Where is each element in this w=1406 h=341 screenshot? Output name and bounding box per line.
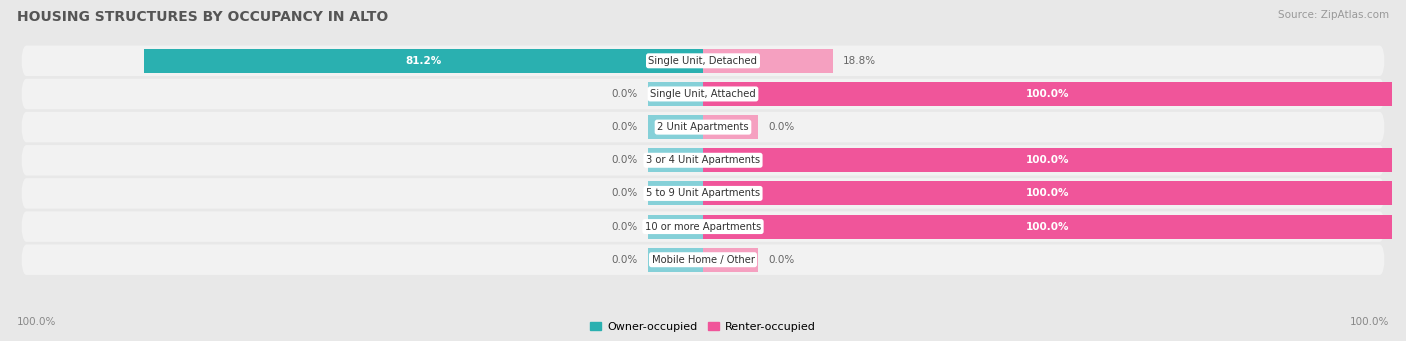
Text: Single Unit, Attached: Single Unit, Attached [650, 89, 756, 99]
Bar [703, 82, 1392, 106]
Text: 100.0%: 100.0% [17, 317, 56, 327]
Text: 10 or more Apartments: 10 or more Apartments [645, 222, 761, 232]
Text: 0.0%: 0.0% [612, 89, 637, 99]
Bar [648, 148, 703, 172]
Text: 0.0%: 0.0% [769, 255, 794, 265]
Text: 100.0%: 100.0% [1026, 155, 1069, 165]
Text: Mobile Home / Other: Mobile Home / Other [651, 255, 755, 265]
FancyBboxPatch shape [21, 79, 1385, 109]
FancyBboxPatch shape [21, 178, 1385, 209]
FancyBboxPatch shape [21, 145, 1385, 176]
FancyBboxPatch shape [21, 244, 1385, 275]
Text: 0.0%: 0.0% [612, 122, 637, 132]
Text: 100.0%: 100.0% [1026, 222, 1069, 232]
Bar [703, 115, 758, 139]
Text: 0.0%: 0.0% [612, 189, 637, 198]
Bar [648, 181, 703, 205]
FancyBboxPatch shape [21, 46, 1385, 76]
Bar [703, 214, 1392, 238]
FancyBboxPatch shape [21, 211, 1385, 242]
Bar [648, 115, 703, 139]
Text: 100.0%: 100.0% [1026, 189, 1069, 198]
FancyBboxPatch shape [21, 112, 1385, 143]
Bar [703, 49, 832, 73]
Text: 3 or 4 Unit Apartments: 3 or 4 Unit Apartments [645, 155, 761, 165]
Text: HOUSING STRUCTURES BY OCCUPANCY IN ALTO: HOUSING STRUCTURES BY OCCUPANCY IN ALTO [17, 10, 388, 24]
Text: 0.0%: 0.0% [612, 222, 637, 232]
Text: 81.2%: 81.2% [405, 56, 441, 66]
Text: 5 to 9 Unit Apartments: 5 to 9 Unit Apartments [645, 189, 761, 198]
Text: 0.0%: 0.0% [612, 255, 637, 265]
Bar [143, 49, 703, 73]
Text: Source: ZipAtlas.com: Source: ZipAtlas.com [1278, 10, 1389, 20]
Text: 0.0%: 0.0% [769, 122, 794, 132]
Bar [703, 148, 1392, 172]
Bar [703, 181, 1392, 205]
Text: 100.0%: 100.0% [1026, 89, 1069, 99]
Text: 18.8%: 18.8% [842, 56, 876, 66]
Legend: Owner-occupied, Renter-occupied: Owner-occupied, Renter-occupied [591, 322, 815, 332]
Text: 0.0%: 0.0% [612, 155, 637, 165]
Bar [648, 82, 703, 106]
Bar [648, 214, 703, 238]
Text: 100.0%: 100.0% [1350, 317, 1389, 327]
Bar [648, 248, 703, 272]
Bar [703, 248, 758, 272]
Text: Single Unit, Detached: Single Unit, Detached [648, 56, 758, 66]
Text: 2 Unit Apartments: 2 Unit Apartments [657, 122, 749, 132]
